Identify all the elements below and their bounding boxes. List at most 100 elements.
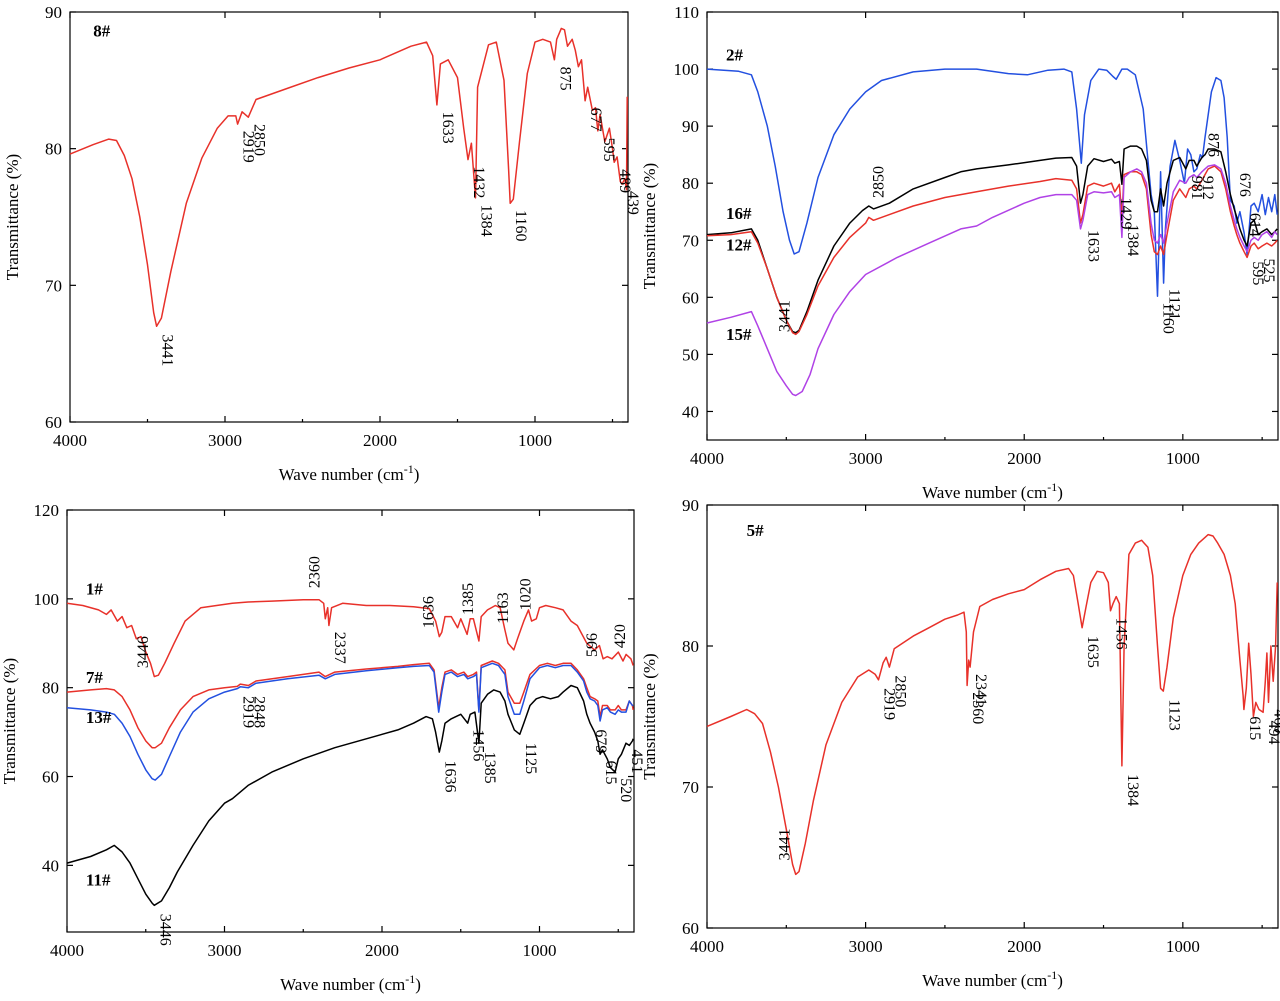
plot-frame (69, 11, 629, 423)
y-axis-title: Transmittance (%) (640, 163, 659, 289)
x-axis-title-end: ) (415, 975, 421, 994)
peak-label: 1384 (477, 205, 494, 237)
y-tick-label: 70 (682, 778, 699, 797)
x-tick-label: 2000 (365, 941, 399, 960)
peak-label: 1123 (1165, 699, 1182, 730)
peak-label: 2341 (972, 674, 989, 706)
peak-label: 2919 (239, 696, 256, 728)
peak-label: 615 (1246, 716, 1263, 740)
sample-label: 16# (726, 204, 752, 223)
peak-label: 494 (1265, 721, 1280, 745)
plot-frame (706, 504, 1279, 929)
sample-label: 15# (726, 325, 752, 344)
x-axis-title: Wave number (cm-1) (922, 480, 1063, 502)
y-tick-label: 60 (45, 413, 62, 432)
y-axis-title: Transmittance (%) (3, 154, 22, 280)
peak-label: 1384 (1124, 774, 1141, 806)
peak-label: 460 (1270, 709, 1280, 733)
peak-label: 2850 (891, 675, 908, 707)
peak-label: 1163 (495, 592, 512, 623)
peak-label: 489 (616, 169, 633, 193)
x-axis-title: Wave number (cm-1) (280, 972, 421, 994)
y-tick-label: 90 (682, 496, 699, 515)
peak-label: 2360 (969, 692, 986, 724)
x-axis-title: Wave number (cm-1) (922, 968, 1063, 990)
x-tick-label: 4000 (53, 431, 87, 450)
peak-label: 1633 (1084, 230, 1101, 262)
peak-label: 595 (600, 138, 617, 162)
y-tick-label: 90 (682, 117, 699, 136)
y-tick-label: 80 (42, 679, 59, 698)
peak-label: 875 (556, 67, 573, 91)
y-tick-label: 40 (682, 402, 699, 421)
x-axis-title-text: Wave number (cm (922, 483, 1047, 502)
y-tick-label: 80 (682, 637, 699, 656)
y-tick-label: 100 (34, 590, 60, 609)
sample-label: 2# (726, 46, 744, 65)
x-axis-title-sup: -1 (405, 972, 415, 986)
sample-label: 8# (93, 22, 111, 41)
series-line-12 (706, 165, 1278, 336)
x-axis-title-sup: -1 (404, 462, 414, 476)
y-tick-label: 60 (42, 768, 59, 787)
x-tick-label: 1000 (1166, 449, 1200, 468)
y-tick-label: 120 (34, 501, 60, 520)
x-tick-label: 3000 (208, 941, 242, 960)
x-tick-label: 4000 (690, 449, 724, 468)
peak-label: 1384 (1124, 224, 1141, 256)
peak-label: 615 (602, 761, 619, 785)
y-tick-label: 70 (682, 231, 699, 250)
chart-panel-p1: 4000 3000 2000 1000 40 60 80 100 120 Wave number … (0, 501, 645, 994)
peak-label: 1636 (420, 596, 437, 628)
series-line-1 (66, 598, 634, 678)
series-line-16 (706, 145, 1278, 334)
y-tick-label: 60 (682, 919, 699, 938)
plot-frame (66, 509, 635, 933)
peak-label: 3446 (135, 636, 152, 668)
x-tick-label: 1000 (523, 941, 557, 960)
x-axis-title-end: ) (1057, 971, 1063, 990)
series-line-7 (66, 660, 634, 749)
x-axis-title-end: ) (414, 465, 420, 484)
x-tick-label: 2000 (1007, 449, 1041, 468)
peak-label: 2850 (870, 166, 887, 198)
series-line-15 (706, 164, 1278, 397)
sample-label: 13# (86, 708, 112, 727)
series-line-2 (706, 68, 1278, 297)
peak-label: 596 (584, 633, 601, 657)
peak-label: 1125 (522, 743, 539, 774)
peak-label: 2919 (880, 688, 897, 720)
y-tick-label: 70 (45, 276, 62, 295)
x-tick-label: 3000 (849, 937, 883, 956)
peak-label: 679 (592, 729, 609, 753)
peak-label: 2337 (331, 632, 348, 664)
peak-label: 3441 (777, 829, 794, 861)
peak-label: 595 (1249, 261, 1266, 285)
peak-label: 3441 (777, 300, 794, 332)
peak-label: 1456 (1113, 618, 1130, 650)
y-tick-label: 90 (45, 3, 62, 22)
sample-label: 11# (86, 870, 111, 889)
peak-label: 1432 (470, 166, 487, 198)
peak-label: 1636 (441, 761, 458, 793)
y-axis-title: Transmittance (%) (0, 658, 19, 784)
series-line-11 (66, 684, 634, 907)
peak-label: 912 (1199, 176, 1216, 200)
peak-label: 1429 (1117, 197, 1134, 229)
x-axis-title-end: ) (1057, 483, 1063, 502)
series-line-13 (66, 662, 634, 781)
series-line-8 (69, 27, 628, 328)
x-axis-title-sup: -1 (1047, 480, 1057, 494)
y-tick-label: 60 (682, 288, 699, 307)
x-tick-label: 1000 (518, 431, 552, 450)
peak-label: 981 (1188, 176, 1205, 200)
x-tick-label: 2000 (1007, 937, 1041, 956)
peak-label: 3446 (156, 914, 173, 946)
peak-label: 525 (1260, 259, 1277, 283)
peak-label: 439 (624, 191, 641, 215)
peak-label: 1385 (460, 583, 477, 615)
peak-label: 1385 (481, 752, 498, 784)
peak-label: 676 (1236, 173, 1253, 197)
peak-label: 451 (628, 749, 645, 773)
x-tick-label: 2000 (363, 431, 397, 450)
